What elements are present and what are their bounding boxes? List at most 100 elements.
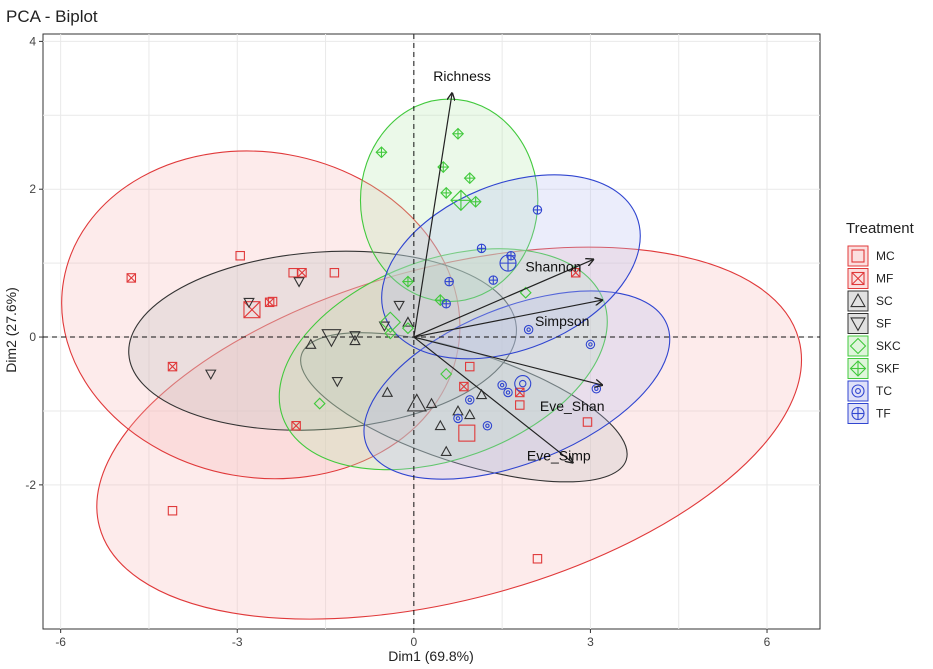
vector-richness (413, 93, 452, 338)
legend-item-tc: TC (847, 380, 892, 402)
point-mf (570, 267, 581, 278)
vector-label-eve-simp: Eve_Simp (527, 448, 591, 464)
x-tick-label: 3 (587, 635, 594, 649)
legend-item-skf: SKF (847, 358, 899, 379)
legend-label: TC (876, 384, 892, 398)
point-tc (497, 380, 507, 390)
point-mc (235, 250, 245, 261)
point-sc (349, 334, 361, 346)
x-tick-label: -3 (232, 635, 243, 649)
point-skc (313, 397, 326, 410)
vector-label-richness: Richness (433, 68, 491, 84)
legend-label: SC (876, 294, 893, 308)
point-tf (532, 205, 543, 215)
variable-vectors: Richness Shannon Simpson Eve_Shan Eve_Simp (413, 68, 605, 464)
point-skf (451, 127, 465, 140)
point-sc (402, 316, 414, 327)
legend-marker-mf (851, 271, 865, 286)
point-mc (515, 400, 525, 410)
centroid-sf (321, 329, 342, 348)
point-mf (515, 387, 525, 398)
point-skf (440, 186, 453, 199)
point-sc (440, 445, 452, 457)
y-tick-label: 2 (29, 182, 36, 196)
vector-shannon (413, 259, 594, 338)
point-skc (440, 367, 453, 381)
reference-lines (43, 34, 820, 629)
group-ellipses (61, 98, 803, 620)
x-axis-ticks: -6 -3 0 3 6 (55, 629, 771, 649)
legend-marker-tf (851, 406, 865, 421)
grid-lines (43, 34, 820, 629)
point-sc (434, 419, 447, 431)
ellipse-tc (363, 290, 671, 480)
legend-marker-sc (850, 292, 866, 308)
point-sf (349, 331, 361, 342)
vector-eve-shan (413, 336, 602, 385)
point-mc (167, 505, 178, 516)
centroid-tf (499, 254, 517, 272)
point-tc (585, 339, 596, 350)
point-mc (582, 417, 593, 427)
legend-marker-tc (851, 384, 865, 398)
centroid-skf (450, 189, 472, 212)
point-mf (264, 297, 275, 308)
vector-label-shannon: Shannon (525, 258, 581, 274)
legend-marker-mc (851, 249, 865, 263)
point-skf (437, 161, 450, 174)
centroid-sc (406, 393, 427, 412)
plot-panel (42, 33, 821, 630)
x-tick-label: 0 (410, 635, 417, 649)
y-tick-label: -2 (25, 478, 36, 492)
point-mf (297, 267, 307, 278)
point-mf (167, 361, 178, 372)
point-sc (425, 397, 438, 408)
vector-simpson (413, 300, 602, 338)
legend-marker-skf (849, 360, 867, 377)
legend: Treatment MC MF SC SF SKC SKF TC TF (846, 220, 915, 424)
point-tc (453, 413, 463, 424)
vector-label-simpson: Simpson (535, 313, 589, 329)
ellipse-mf (61, 150, 461, 480)
point-sc (381, 386, 394, 397)
point-tc (523, 324, 534, 335)
legend-swatch (847, 335, 869, 357)
point-tc (482, 420, 493, 431)
legend-item-sc: SC (847, 290, 893, 312)
centroid-tc (514, 375, 532, 393)
point-skf (401, 275, 414, 288)
point-skc (384, 327, 397, 340)
point-sf (293, 277, 305, 288)
point-sc (452, 404, 464, 416)
point-sf (331, 376, 344, 388)
legend-marker-sf (850, 317, 866, 332)
point-sc (463, 408, 476, 420)
point-tf (444, 276, 454, 287)
legend-title: Treatment (846, 220, 915, 237)
point-mc (329, 267, 340, 278)
point-sf (243, 297, 255, 309)
x-axis-label: Dim1 (69.8%) (388, 648, 474, 664)
point-tc (503, 387, 513, 398)
chart-title: PCA - Biplot (6, 7, 98, 26)
legend-item-mf: MF (847, 268, 893, 289)
y-axis-ticks: -2 0 2 4 (25, 34, 43, 492)
x-tick-label: 6 (764, 635, 771, 649)
point-skf (469, 195, 482, 208)
legend-label: SF (876, 317, 891, 331)
vector-eve-simp (413, 336, 573, 463)
y-tick-label: 4 (29, 34, 36, 48)
point-mf (459, 381, 469, 392)
centroid-skc (379, 311, 402, 334)
point-mc (465, 361, 475, 372)
legend-item-sf: SF (847, 313, 891, 334)
point-sf (204, 369, 217, 380)
y-tick-label: 0 (29, 330, 36, 344)
centroid-mc (458, 424, 476, 442)
legend-swatch (847, 245, 869, 267)
vector-label-eve-shan: Eve_Shan (540, 398, 605, 414)
legend-label: SKF (876, 362, 899, 376)
legend-label: SKC (876, 339, 901, 353)
legend-swatch (847, 380, 869, 402)
point-skc (519, 286, 532, 299)
